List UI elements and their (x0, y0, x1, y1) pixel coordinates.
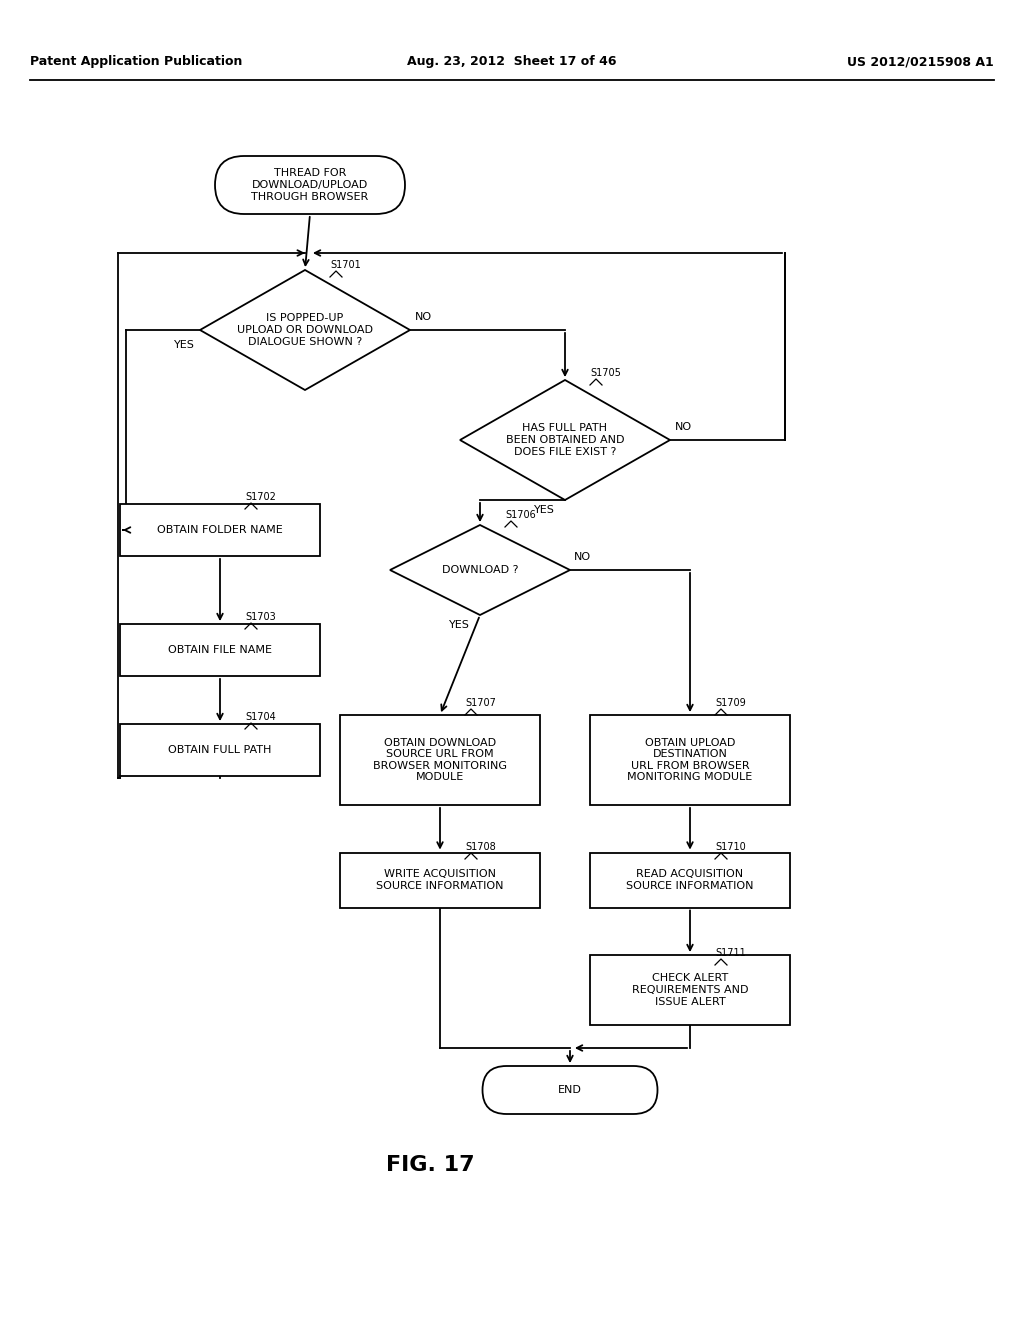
Polygon shape (200, 271, 410, 389)
Text: S1709: S1709 (715, 698, 745, 708)
Bar (340, 715, 540, 805)
Text: OBTAIN UPLOAD
DESTINATION
URL FROM BROWSER
MONITORING MODULE: OBTAIN UPLOAD DESTINATION URL FROM BROWS… (628, 738, 753, 783)
Bar (120, 723, 319, 776)
Text: OBTAIN DOWNLOAD
SOURCE URL FROM
BROWSER MONITORING
MODULE: OBTAIN DOWNLOAD SOURCE URL FROM BROWSER … (373, 738, 507, 783)
Text: S1705: S1705 (590, 368, 621, 378)
Bar (590, 715, 790, 805)
Text: READ ACQUISITION
SOURCE INFORMATION: READ ACQUISITION SOURCE INFORMATION (627, 869, 754, 891)
Text: OBTAIN FILE NAME: OBTAIN FILE NAME (168, 645, 272, 655)
Text: Patent Application Publication: Patent Application Publication (30, 55, 243, 69)
Text: S1706: S1706 (505, 510, 536, 520)
Text: YES: YES (174, 341, 195, 350)
Bar (590, 853, 790, 908)
Text: OBTAIN FOLDER NAME: OBTAIN FOLDER NAME (157, 525, 283, 535)
Bar (340, 853, 540, 908)
Text: FIG. 17: FIG. 17 (386, 1155, 474, 1175)
Text: S1704: S1704 (245, 711, 275, 722)
Text: S1708: S1708 (465, 842, 496, 851)
Text: IS POPPED-UP
UPLOAD OR DOWNLOAD
DIALOGUE SHOWN ?: IS POPPED-UP UPLOAD OR DOWNLOAD DIALOGUE… (237, 313, 373, 347)
Text: US 2012/0215908 A1: US 2012/0215908 A1 (847, 55, 994, 69)
Text: S1710: S1710 (715, 842, 745, 851)
Text: S1702: S1702 (245, 492, 275, 502)
Text: NO: NO (574, 552, 591, 562)
Text: END: END (558, 1085, 582, 1096)
Text: S1703: S1703 (245, 612, 275, 622)
Bar (120, 504, 319, 556)
Polygon shape (390, 525, 570, 615)
Text: S1711: S1711 (715, 948, 745, 958)
FancyBboxPatch shape (482, 1067, 657, 1114)
Text: OBTAIN FULL PATH: OBTAIN FULL PATH (168, 744, 271, 755)
Text: NO: NO (675, 422, 692, 432)
Text: Aug. 23, 2012  Sheet 17 of 46: Aug. 23, 2012 Sheet 17 of 46 (408, 55, 616, 69)
Text: S1701: S1701 (330, 260, 360, 271)
Text: YES: YES (535, 506, 555, 515)
Text: CHECK ALERT
REQUIREMENTS AND
ISSUE ALERT: CHECK ALERT REQUIREMENTS AND ISSUE ALERT (632, 973, 749, 1007)
FancyBboxPatch shape (215, 156, 406, 214)
Polygon shape (460, 380, 670, 500)
Bar (590, 954, 790, 1026)
Text: HAS FULL PATH
BEEN OBTAINED AND
DOES FILE EXIST ?: HAS FULL PATH BEEN OBTAINED AND DOES FIL… (506, 424, 625, 457)
Bar (120, 624, 319, 676)
Text: S1707: S1707 (465, 698, 496, 708)
Text: THREAD FOR
DOWNLOAD/UPLOAD
THROUGH BROWSER: THREAD FOR DOWNLOAD/UPLOAD THROUGH BROWS… (251, 169, 369, 202)
Text: YES: YES (450, 620, 470, 630)
Text: WRITE ACQUISITION
SOURCE INFORMATION: WRITE ACQUISITION SOURCE INFORMATION (376, 869, 504, 891)
Text: NO: NO (415, 312, 432, 322)
Text: DOWNLOAD ?: DOWNLOAD ? (441, 565, 518, 576)
